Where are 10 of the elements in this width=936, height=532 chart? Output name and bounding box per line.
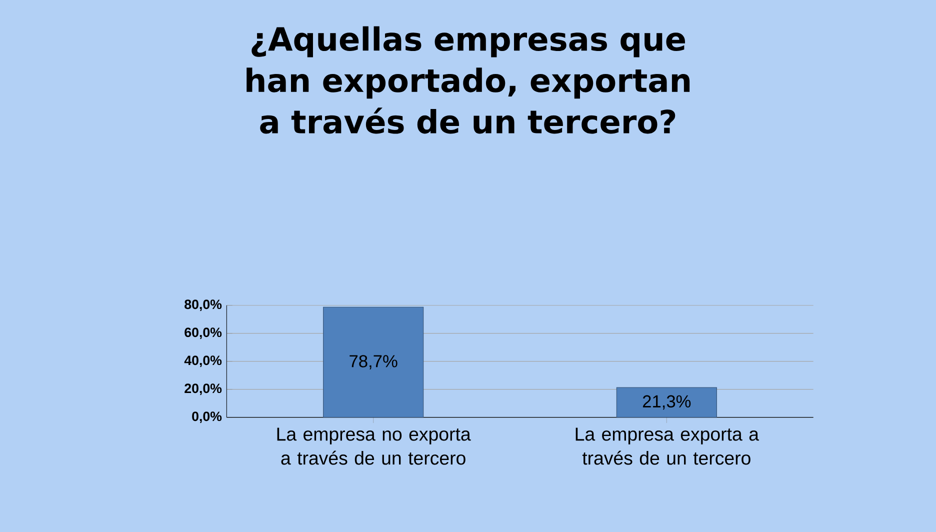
y-tick-label: 40,0% (184, 356, 222, 368)
y-tick-label: 60,0% (184, 328, 222, 340)
x-tick-label: La empresa exporta a través de un tercero (576, 428, 759, 465)
data-label: 21,3% (642, 395, 691, 410)
x-tick-label: La empresa no exporta a través de un tercero (277, 428, 471, 465)
chart-title: ¿Aquellas empresas que han exportado, exportan a través de un tercero? (246, 26, 690, 134)
data-label: 78,7% (350, 355, 398, 370)
y-tick-label: 80,0% (184, 300, 222, 312)
y-tick-label: 20,0% (184, 384, 222, 396)
y-tick-label: 0,0% (192, 412, 222, 424)
